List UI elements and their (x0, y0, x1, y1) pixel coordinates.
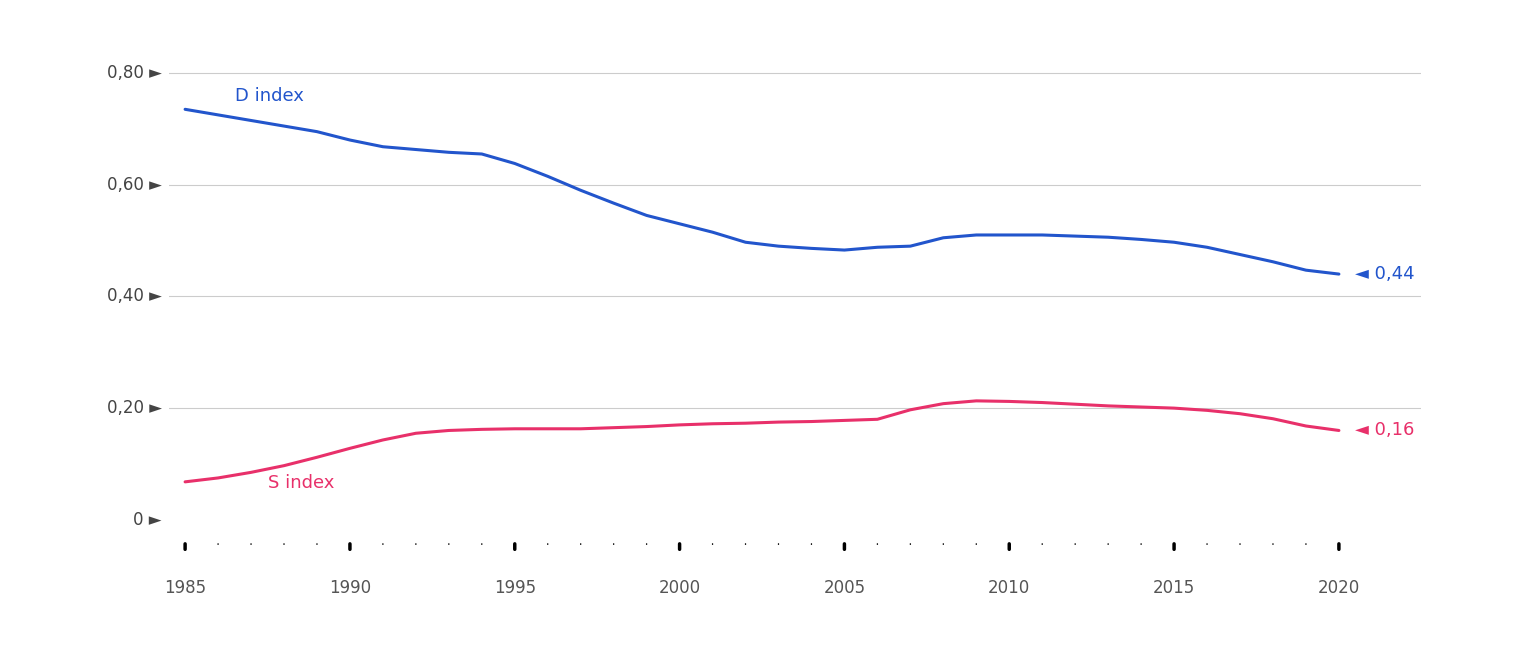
Text: 0 ►: 0 ► (133, 511, 162, 529)
Text: 2000: 2000 (659, 579, 701, 597)
Text: 1990: 1990 (329, 579, 371, 597)
Text: 0,40 ►: 0,40 ► (107, 288, 162, 306)
Text: 2005: 2005 (824, 579, 865, 597)
Text: 2015: 2015 (1154, 579, 1195, 597)
Text: D index: D index (235, 87, 304, 105)
Text: 2010: 2010 (989, 579, 1030, 597)
Text: 1995: 1995 (494, 579, 536, 597)
Text: 0,20 ►: 0,20 ► (107, 399, 162, 417)
Text: ◄ 0,16: ◄ 0,16 (1355, 422, 1415, 440)
Text: 0,80 ►: 0,80 ► (107, 64, 162, 82)
Text: 2020: 2020 (1317, 579, 1360, 597)
Text: 1985: 1985 (163, 579, 206, 597)
Text: S index: S index (267, 474, 335, 492)
Text: 0,60 ►: 0,60 ► (107, 176, 162, 194)
Text: ◄ 0,44: ◄ 0,44 (1355, 265, 1415, 283)
